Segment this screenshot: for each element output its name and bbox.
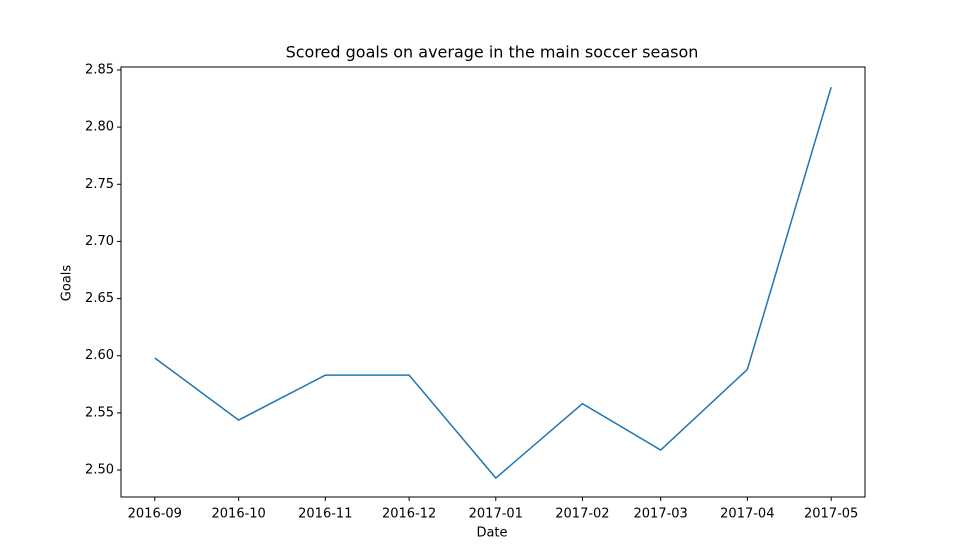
line-series (154, 86, 832, 480)
y-tick-label: 2.55 (85, 405, 114, 420)
x-tick-label: 2017-04 (720, 507, 774, 522)
plot-frame (120, 66, 866, 498)
x-axis-label: Date (476, 526, 507, 541)
y-tick-label: 2.50 (85, 463, 114, 478)
y-tick-label: 2.85 (85, 62, 114, 77)
y-tick-label: 2.60 (85, 348, 114, 363)
y-tick-label: 2.70 (85, 234, 114, 249)
y-axis-label: Goals (60, 265, 75, 302)
x-tick-label: 2016-09 (128, 507, 182, 522)
x-tick-label: 2017-01 (469, 507, 523, 522)
x-tick-label: 2017-03 (634, 507, 688, 522)
x-tick-label: 2016-12 (382, 507, 436, 522)
x-tick-label: 2016-10 (212, 507, 266, 522)
y-tick-label: 2.75 (85, 177, 114, 192)
x-tick-label: 2017-02 (555, 507, 609, 522)
x-tick-label: 2017-05 (804, 507, 858, 522)
x-tick-label: 2016-11 (298, 507, 352, 522)
y-tick-label: 2.80 (85, 120, 114, 135)
chart-title: Scored goals on average in the main socc… (286, 43, 699, 62)
y-tick-label: 2.65 (85, 291, 114, 306)
